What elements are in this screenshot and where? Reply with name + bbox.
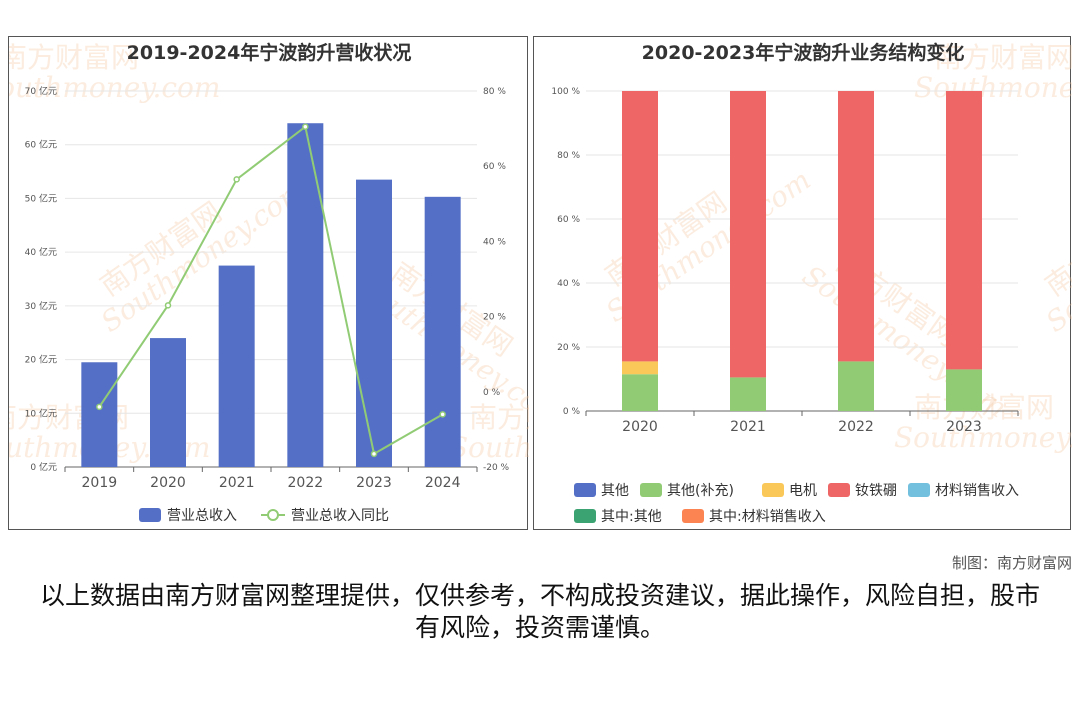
stacked-bar-segment — [946, 91, 982, 370]
y-right-tick-label: 20 % — [483, 313, 506, 323]
legend-swatch — [574, 483, 596, 497]
business-structure-chart: 南方财富网Southmoney.com南方财富网Southmoney.com南方… — [551, 41, 1072, 525]
y-left-tick-label: 60 亿元 — [25, 139, 57, 151]
y-right-tick-label: 40 % — [483, 237, 506, 247]
chart-credit: 制图：南方财富网 — [951, 554, 1072, 572]
stacked-bar-segment — [946, 369, 982, 411]
bar — [218, 265, 255, 467]
x-tick-label: 2019 — [82, 475, 118, 491]
watermark-en: Southmoney.com — [914, 71, 1072, 104]
legend-label: 其他(补充) — [667, 483, 734, 499]
x-tick-label: 2024 — [425, 475, 461, 491]
stacked-bar-segment — [838, 361, 874, 411]
x-tick-label: 2022 — [288, 475, 324, 491]
y-left-tick-label: 10 亿元 — [25, 407, 57, 419]
stacked-bar-segment — [730, 91, 766, 378]
y-tick-label: 80 % — [557, 151, 580, 161]
legend-label: 钕铁硼 — [855, 483, 897, 499]
legend-swatch — [762, 483, 784, 497]
watermark-en: Southmoney.com — [449, 431, 529, 464]
watermark-en: Southmoney.com — [894, 421, 1072, 454]
x-tick-label: 2020 — [622, 419, 658, 435]
legend-swatch — [828, 483, 850, 497]
watermark-cn: 南方财富网 — [914, 391, 1054, 424]
line-point — [302, 123, 309, 130]
y-left-tick-label: 0 亿元 — [30, 461, 57, 473]
bar — [424, 196, 461, 467]
watermark-cn: 南方财富网 — [1039, 195, 1072, 302]
legend-label: 其中:材料销售收入 — [709, 509, 826, 525]
legend-label: 其中:其他 — [601, 509, 662, 525]
stacked-bar-segment — [730, 377, 766, 411]
y-left-tick-label: 20 亿元 — [25, 354, 57, 366]
x-tick-label: 2023 — [356, 475, 392, 491]
chart-title: 2019-2024年宁波韵升营收状况 — [127, 41, 412, 64]
legend-swatch — [682, 509, 704, 523]
legend-label: 电机 — [789, 483, 817, 499]
line-point — [96, 403, 103, 411]
line-point — [439, 411, 446, 418]
stacked-bar-segment — [622, 361, 658, 375]
revenue-chart-panel: 南方财富网Southmoney.com南方财富网Southmoney.com南方… — [8, 36, 529, 530]
y-left-tick-label: 50 亿元 — [25, 192, 57, 204]
stacked-bar-segment — [622, 91, 658, 362]
business-structure-chart-panel: 南方财富网Southmoney.com南方财富网Southmoney.com南方… — [533, 36, 1072, 530]
line-point — [233, 176, 240, 183]
legend-label: 其他 — [601, 483, 629, 499]
legend-swatch-point — [267, 509, 279, 521]
y-tick-label: 60 % — [557, 215, 580, 225]
chart-title: 2020-2023年宁波韵升业务结构变化 — [642, 41, 965, 64]
watermark-cn: 南方财富网 — [469, 401, 529, 434]
bar — [81, 362, 118, 467]
y-right-tick-label: 0 % — [483, 388, 501, 398]
y-right-tick-label: -20 % — [483, 463, 510, 473]
bar — [287, 123, 324, 467]
watermark-cn: 南方财富网 — [934, 41, 1072, 74]
revenue-chart: 南方财富网Southmoney.com南方财富网Southmoney.com南方… — [9, 41, 529, 524]
legend-label: 营业总收入同比 — [291, 508, 389, 524]
stacked-bar-segment — [622, 374, 658, 411]
y-tick-label: 40 % — [557, 279, 580, 289]
y-left-tick-label: 30 亿元 — [25, 300, 57, 312]
legend-swatch — [574, 509, 596, 523]
series-line — [98, 124, 444, 456]
y-tick-label: 100 % — [551, 87, 580, 97]
bar — [356, 179, 392, 467]
legend-swatch-bar — [139, 508, 161, 522]
y-left-tick-label: 70 亿元 — [25, 85, 57, 97]
legend-label: 材料销售收入 — [935, 483, 1019, 499]
y-right-tick-label: 60 % — [483, 162, 506, 172]
y-left-tick-label: 40 亿元 — [25, 246, 57, 258]
y-tick-label: 20 % — [557, 343, 580, 353]
y-right-tick-label: 80 % — [483, 87, 506, 97]
disclaimer-text: 以上数据由南方财富网整理提供，仅供参考，不构成投资建议，据此操作，风险自担，股市… — [40, 581, 1041, 642]
legend-label: 营业总收入 — [167, 508, 237, 524]
x-tick-label: 2021 — [219, 475, 255, 491]
x-tick-label: 2023 — [946, 419, 982, 435]
legend: 营业总收入 营业总收入同比 — [139, 508, 389, 524]
legend-swatch — [640, 483, 662, 497]
watermark-en: Southmoney.com — [9, 71, 220, 104]
x-tick-label: 2020 — [150, 475, 186, 491]
bar — [150, 338, 186, 467]
watermark-cn: 南方财富网 — [9, 41, 139, 74]
legend-swatch — [908, 483, 930, 497]
x-tick-label: 2021 — [730, 419, 766, 435]
stacked-bar-segment — [838, 91, 874, 362]
line-point — [370, 450, 378, 458]
x-tick-label: 2022 — [838, 419, 874, 435]
y-tick-label: 0 % — [563, 407, 581, 417]
line-point — [164, 302, 172, 309]
